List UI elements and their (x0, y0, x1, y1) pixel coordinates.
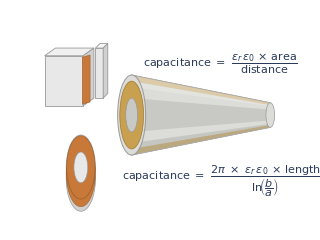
Polygon shape (95, 43, 108, 48)
Polygon shape (66, 171, 95, 211)
Ellipse shape (120, 81, 143, 149)
Polygon shape (132, 98, 270, 132)
Ellipse shape (126, 98, 138, 132)
Ellipse shape (118, 75, 146, 155)
Polygon shape (132, 75, 270, 155)
Polygon shape (132, 75, 270, 105)
Polygon shape (45, 48, 94, 56)
Polygon shape (132, 124, 270, 155)
Polygon shape (132, 75, 270, 106)
Ellipse shape (66, 143, 95, 207)
Polygon shape (82, 55, 90, 104)
Text: capacitance $=\ \dfrac{\varepsilon_r\,\varepsilon_0\,\times\,\mathrm{area}}{\mat: capacitance $=\ \dfrac{\varepsilon_r\,\v… (143, 51, 298, 76)
Ellipse shape (266, 103, 275, 127)
Polygon shape (83, 48, 94, 106)
Ellipse shape (66, 135, 95, 200)
Polygon shape (95, 48, 103, 98)
Ellipse shape (74, 152, 88, 183)
Polygon shape (103, 43, 108, 98)
Ellipse shape (67, 136, 95, 199)
Polygon shape (132, 125, 270, 155)
Text: capacitance $=\ \dfrac{2\pi\ \times\ \varepsilon_r\,\varepsilon_0\,\times\,\math: capacitance $=\ \dfrac{2\pi\ \times\ \va… (122, 163, 320, 199)
Polygon shape (45, 56, 83, 106)
Polygon shape (67, 168, 95, 207)
